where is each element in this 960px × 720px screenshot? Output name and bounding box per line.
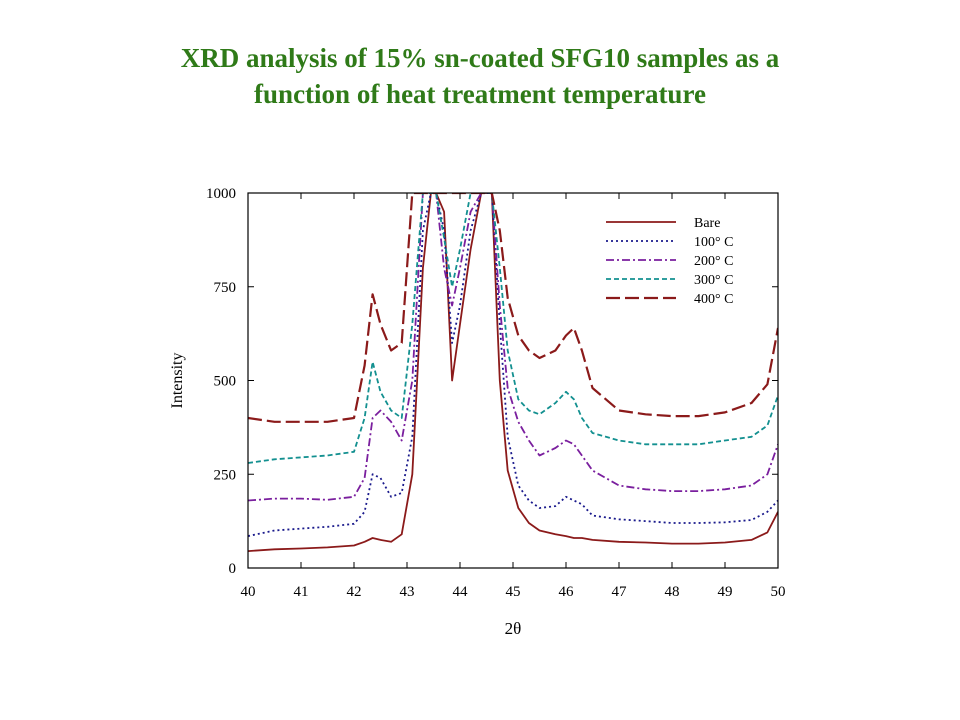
legend-label-4: 300° C [694, 273, 733, 288]
y-tick-label: 1000 [206, 186, 236, 202]
y-tick-label: 250 [214, 467, 237, 483]
series-line-4 [248, 193, 778, 464]
x-tick-label: 44 [453, 584, 469, 600]
x-tick-label: 47 [612, 584, 628, 600]
legend-label-2: 100° C [694, 235, 733, 250]
series-line-1 [248, 193, 778, 552]
series-line-5 [248, 193, 778, 423]
x-tick-label: 49 [718, 584, 733, 600]
slide-title-line-2: function of heat treatment temperature [254, 79, 706, 109]
x-tick-label: 48 [665, 584, 680, 600]
x-tick-label: 40 [241, 584, 256, 600]
legend-label-3: 200° C [694, 254, 733, 269]
legend-label-1: Bare [694, 216, 720, 231]
x-tick-label: 42 [347, 584, 362, 600]
x-tick-label: 50 [771, 584, 786, 600]
y-axis-label: Intensity [169, 353, 186, 409]
y-tick-label: 750 [214, 280, 237, 296]
x-tick-label: 45 [506, 584, 521, 600]
plot-area [248, 193, 778, 552]
legend: Bare 100° C 200° C 300° C 400° C [606, 216, 733, 307]
slide-title: XRD analysis of 15% sn-coated SFG10 samp… [40, 40, 920, 112]
slide-title-line-1: XRD analysis of 15% sn-coated SFG10 samp… [180, 43, 780, 73]
y-tick-label: 0 [229, 561, 237, 577]
legend-label-5: 400° C [694, 292, 733, 307]
x-axis-label: 2θ [505, 619, 522, 638]
x-tick-label: 46 [559, 584, 575, 600]
y-tick-label: 500 [214, 374, 237, 390]
x-tick-label: 41 [294, 584, 309, 600]
x-tick-label: 43 [400, 584, 415, 600]
